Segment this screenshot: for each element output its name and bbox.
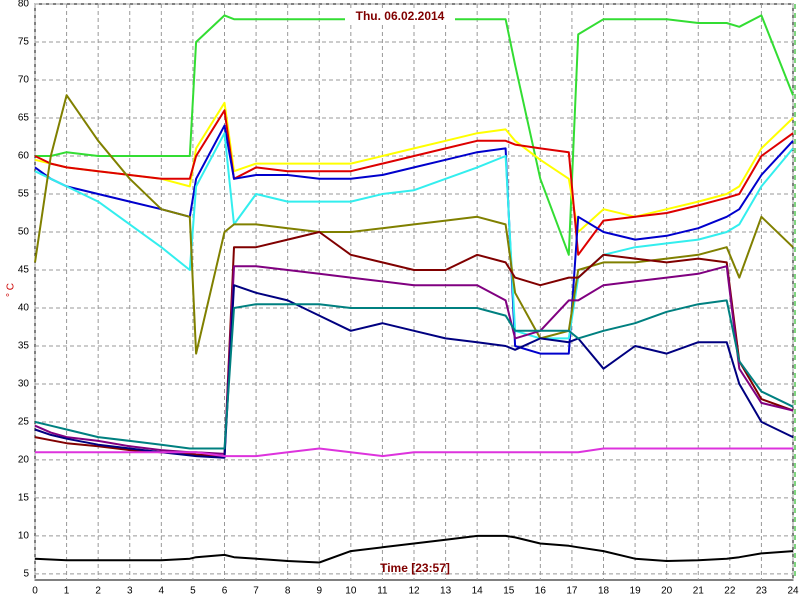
series-line: [34, 265, 794, 455]
series-line: [34, 534, 794, 564]
x-tick-label: 3: [127, 586, 133, 597]
series-line: [35, 447, 793, 458]
y-tick-label: 35: [18, 341, 30, 352]
y-tick-label: 80: [18, 0, 30, 10]
x-tick-label: 1: [64, 586, 70, 597]
y-tick-label: 75: [18, 37, 30, 48]
x-tick-label: 23: [756, 586, 768, 597]
x-tick-label: 8: [285, 586, 291, 597]
series-line: [34, 109, 794, 256]
x-tick-label: 13: [440, 586, 452, 597]
y-tick-label: 60: [18, 151, 30, 162]
x-tick-label: 0: [32, 586, 38, 597]
x-tick-label: 7: [253, 586, 259, 597]
x-tick-label: 12: [408, 586, 420, 597]
y-tick-label: 50: [18, 227, 30, 238]
x-tick-label: 4: [159, 586, 165, 597]
y-tick-label: 65: [18, 113, 30, 124]
y-tick-label: 20: [18, 455, 30, 466]
x-tick-label: 15: [503, 586, 515, 597]
chart-title: Thu. 06.02.2014: [356, 9, 445, 23]
x-tick-label: 17: [566, 586, 578, 597]
x-tick-label: 2: [95, 586, 101, 597]
x-tick-label: 22: [724, 586, 736, 597]
x-tick-label: 11: [377, 586, 388, 597]
x-tick-label: 6: [222, 586, 228, 597]
title-bg: [345, 9, 455, 25]
y-tick-label: 55: [18, 189, 30, 200]
x-tick-label: 19: [630, 586, 642, 597]
x-tick-label: 24: [787, 586, 799, 597]
x-tick-label: 18: [598, 586, 610, 597]
y-tick-label: 10: [18, 531, 30, 542]
x-tick-label: 20: [661, 586, 673, 597]
x-tick-label: 5: [190, 586, 196, 597]
x-tick-label: 16: [535, 586, 547, 597]
x-tick-label: 9: [316, 586, 322, 597]
y-tick-label: 70: [18, 75, 30, 86]
x-axis-label: Time [23:57]: [380, 561, 450, 575]
y-tick-label: 40: [18, 303, 30, 314]
y-tick-label: 5: [23, 569, 29, 580]
series-line: [34, 299, 794, 450]
series-line: [34, 132, 794, 340]
series-line: [34, 94, 794, 355]
x-tick-label: 21: [693, 586, 705, 597]
y-tick-label: 15: [18, 493, 30, 504]
y-tick-label: 30: [18, 379, 30, 390]
y-axis-label: ° C: [6, 283, 17, 297]
x-tick-label: 14: [472, 586, 484, 597]
lines: [34, 14, 794, 564]
y-tick-label: 45: [18, 265, 30, 276]
y-tick-label: 25: [18, 417, 30, 428]
x-tick-label: 10: [345, 586, 357, 597]
